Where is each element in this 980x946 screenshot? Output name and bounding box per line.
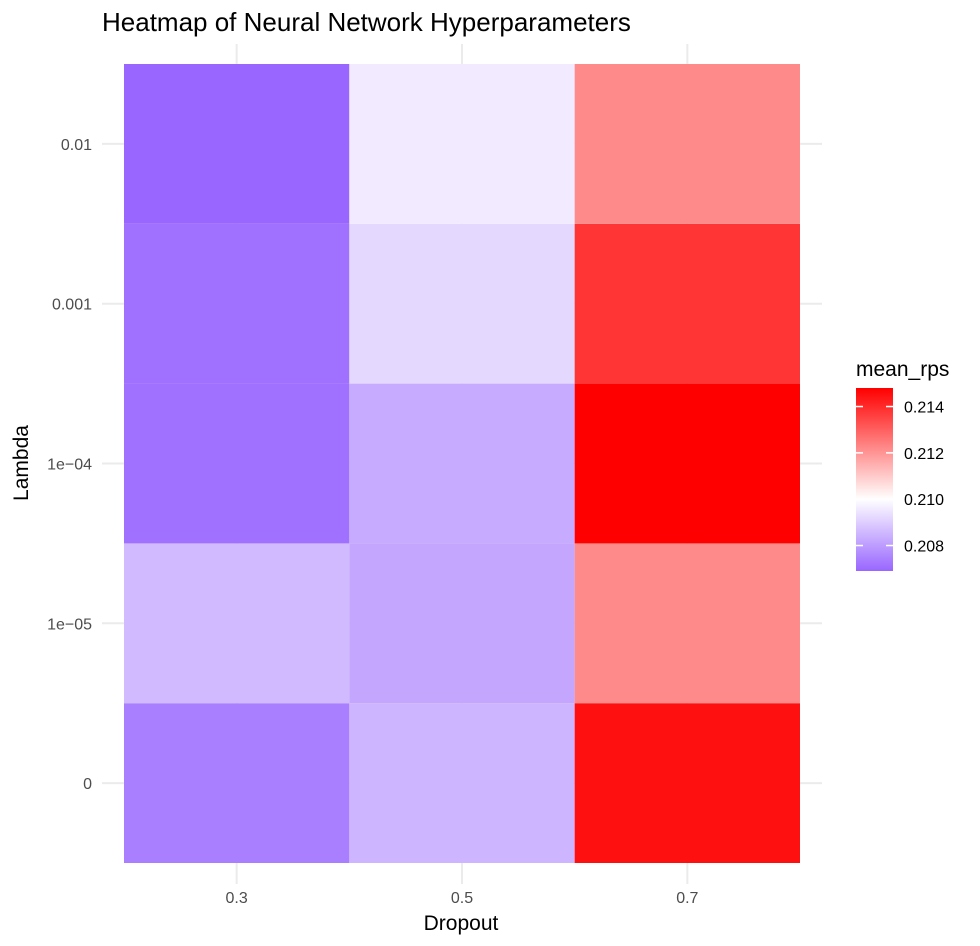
x-axis-title: Dropout bbox=[424, 912, 499, 935]
heatmap-cell bbox=[349, 703, 575, 863]
heatmap-cell bbox=[574, 64, 800, 224]
heatmap-cell bbox=[349, 383, 575, 544]
y-tick-label: 0.01 bbox=[61, 137, 92, 154]
heatmap-cell bbox=[574, 223, 800, 384]
heatmap-cell bbox=[349, 64, 575, 224]
color-legend: mean_rps 0.208 0.210 0.212 0.214 bbox=[856, 358, 949, 571]
y-axis-ticks: 0 1e−05 1e−04 0.001 0.01 bbox=[47, 137, 92, 793]
x-tick-label: 0.5 bbox=[451, 890, 473, 907]
heatmap-cell bbox=[349, 543, 575, 704]
heatmap-cell bbox=[574, 703, 800, 863]
heatmap-cell bbox=[349, 223, 575, 384]
y-tick-label: 1e−05 bbox=[47, 616, 92, 633]
heatmap-cells bbox=[124, 64, 800, 863]
heatmap-cell bbox=[124, 223, 350, 384]
heatmap-cell bbox=[124, 64, 350, 224]
legend-ticks: 0.208 0.210 0.212 0.214 bbox=[856, 400, 944, 556]
legend-tick-label: 0.212 bbox=[904, 446, 944, 463]
heatmap-cell bbox=[574, 383, 800, 544]
legend-tick-label: 0.214 bbox=[904, 400, 944, 417]
heatmap-cell bbox=[574, 543, 800, 704]
legend-tick-label: 0.208 bbox=[904, 539, 944, 556]
y-tick-label: 0.001 bbox=[52, 297, 92, 314]
legend-colorbar bbox=[856, 388, 893, 571]
x-tick-label: 0.3 bbox=[226, 890, 248, 907]
y-axis-title: Lambda bbox=[10, 425, 33, 501]
x-tick-label: 0.7 bbox=[676, 890, 698, 907]
legend-tick-label: 0.210 bbox=[904, 492, 944, 509]
heatmap-cell bbox=[124, 543, 350, 704]
heatmap-cell bbox=[124, 383, 350, 544]
x-axis-ticks: 0.3 0.5 0.7 bbox=[226, 890, 699, 907]
chart-title: Heatmap of Neural Network Hyperparameter… bbox=[102, 7, 631, 37]
y-tick-label: 1e−04 bbox=[47, 457, 92, 474]
heatmap-cell bbox=[124, 703, 350, 863]
legend-title: mean_rps bbox=[856, 358, 949, 381]
y-tick-label: 0 bbox=[83, 776, 92, 793]
